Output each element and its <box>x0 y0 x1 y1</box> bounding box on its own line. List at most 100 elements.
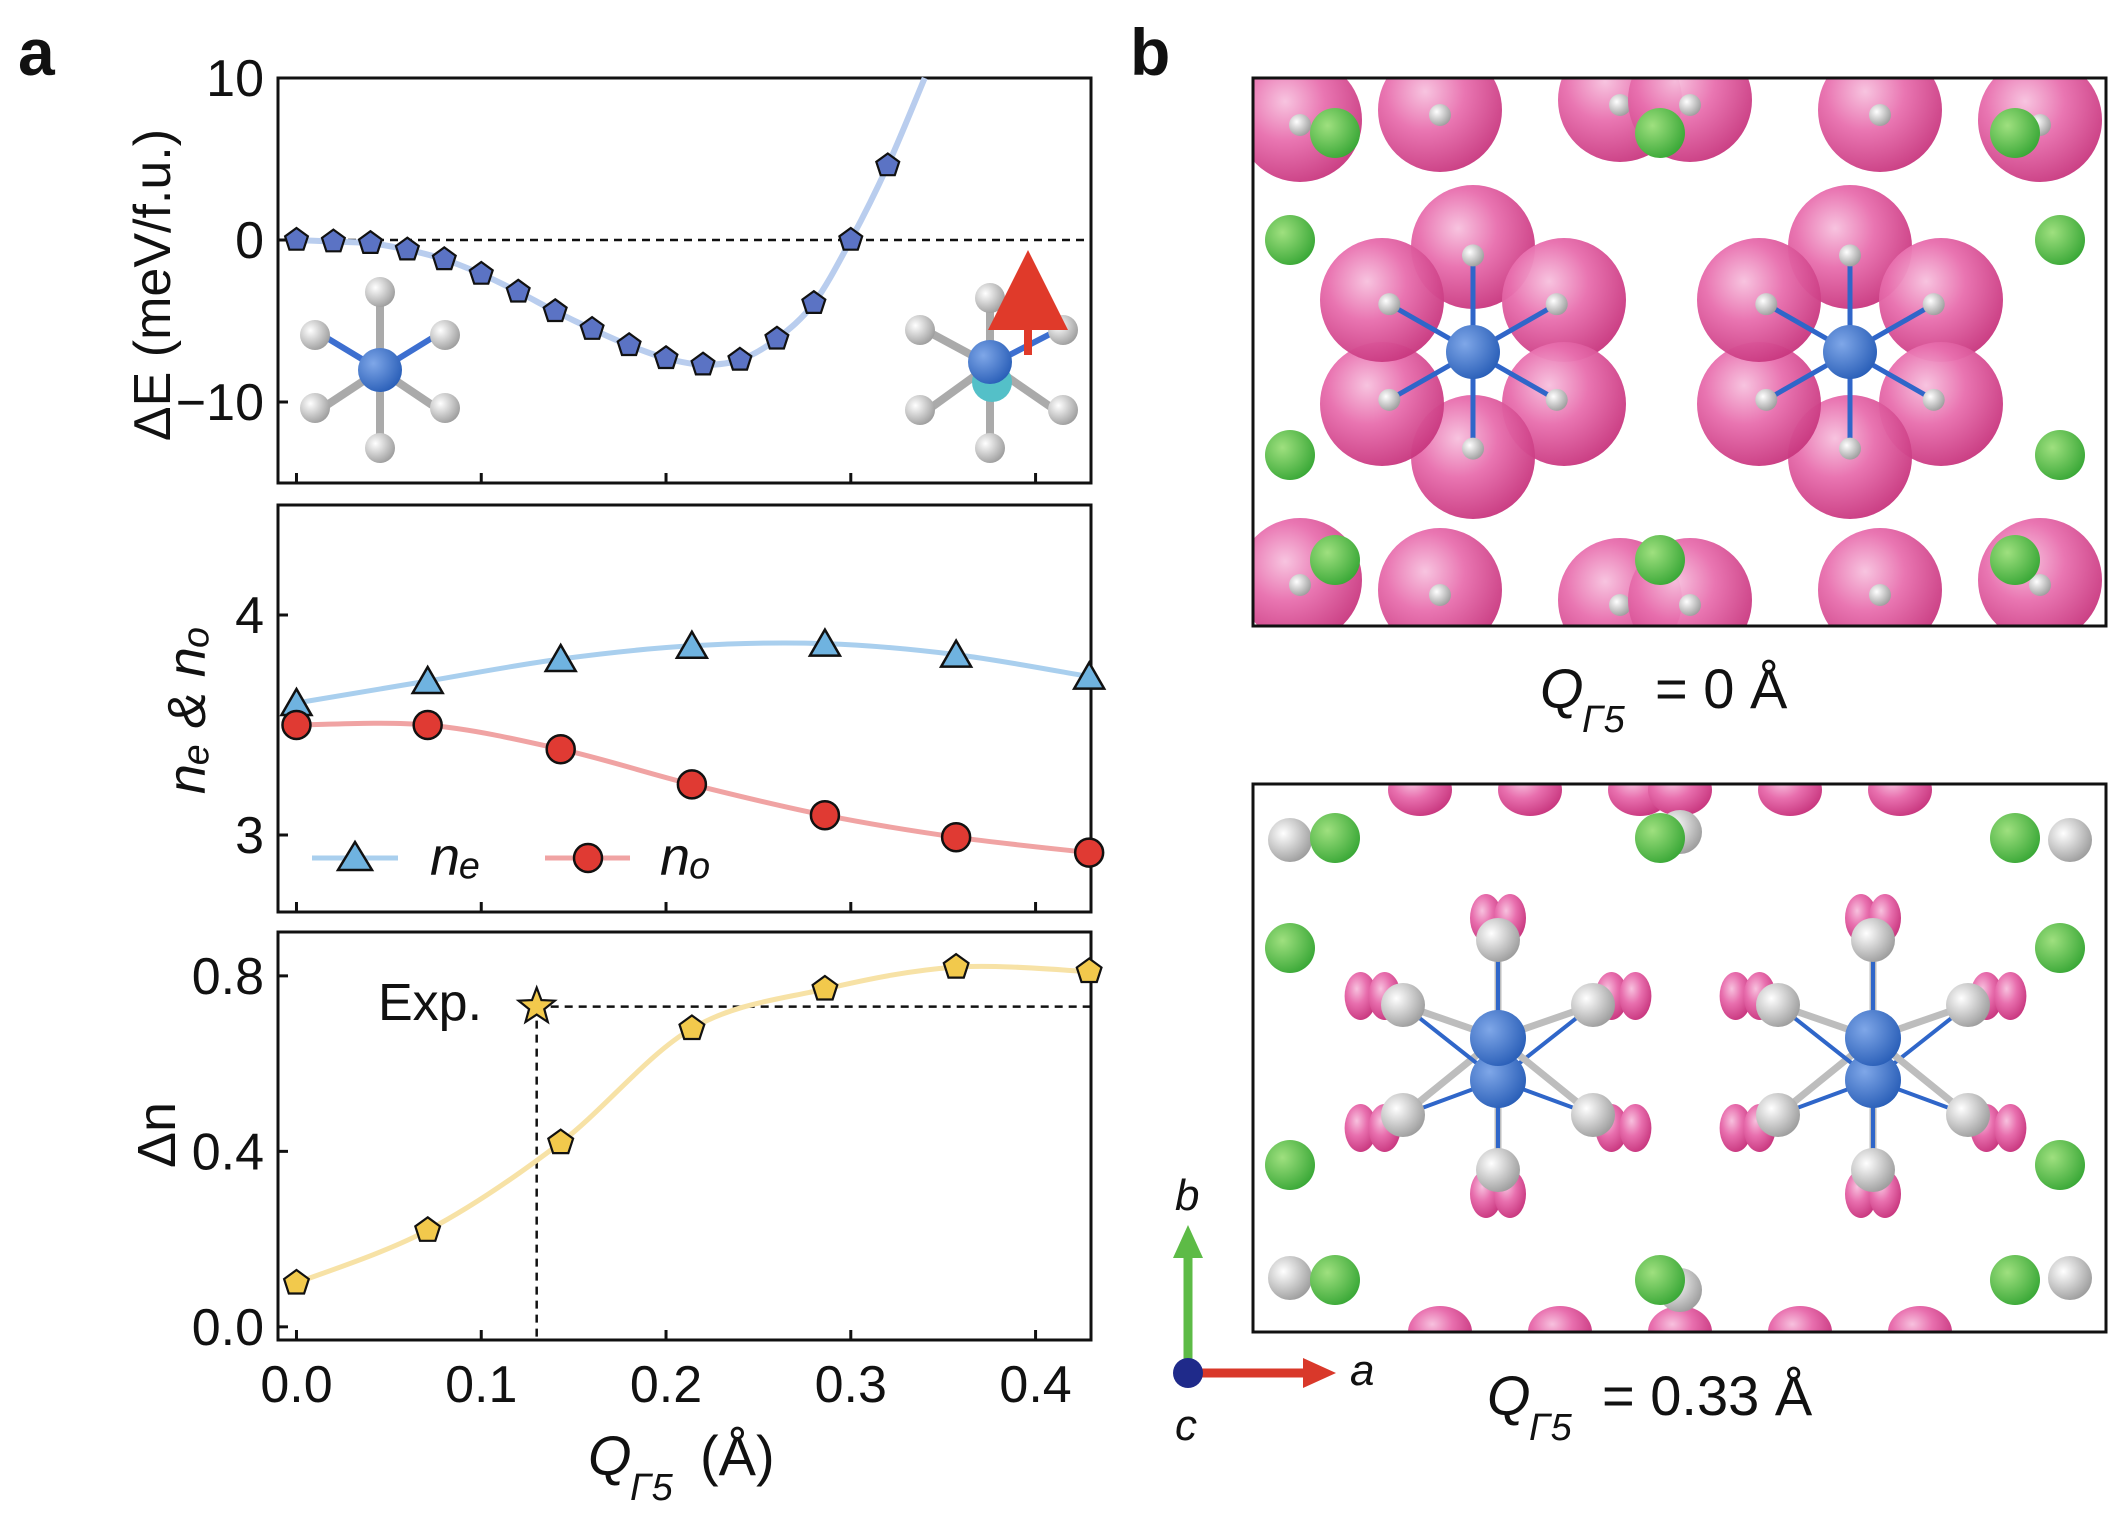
charge-lobe <box>1868 784 1932 816</box>
caption-bottom-sub: Γ5 <box>1529 1407 1573 1449</box>
ligand-atom <box>1922 293 1945 316</box>
charge-lobe <box>1719 1104 1752 1152</box>
green-atom <box>1310 813 1360 863</box>
green-atom <box>1635 108 1685 158</box>
axis-b-label: b <box>1175 1171 1199 1220</box>
green-atom <box>2035 215 2085 265</box>
ligand-atom <box>1289 574 1311 596</box>
charge-lobe <box>1344 1104 1377 1152</box>
metal-atom <box>1470 1010 1526 1066</box>
green-atom <box>1990 535 2040 585</box>
energy-point <box>875 152 901 177</box>
caption-bottom-main: Q <box>1487 1364 1531 1427</box>
charge-lobe <box>1388 784 1452 816</box>
no-point <box>412 709 443 741</box>
charge-lobe <box>1498 784 1562 816</box>
ligand-atom <box>1755 388 1778 411</box>
caption-bottom-value: = 0.33 Å <box>1602 1364 1813 1427</box>
inset-distorted-octahedron <box>905 250 1078 463</box>
charge-lobe <box>1408 1306 1472 1332</box>
green-atom <box>1635 813 1685 863</box>
ligand-atom <box>1922 388 1945 411</box>
ligand-atom <box>1869 104 1891 126</box>
charge-lobe <box>1619 972 1652 1020</box>
ligand-atom <box>1289 114 1311 136</box>
energy-curve <box>296 76 928 368</box>
ligand-atom <box>1476 1148 1520 1192</box>
y-tick-label: 4 <box>235 587 264 645</box>
green-atom <box>1990 813 2040 863</box>
ligand-atom <box>1462 437 1484 460</box>
green-atom <box>1635 1255 1685 1305</box>
green-atom <box>1990 1255 2040 1305</box>
ligand-atom <box>1378 293 1401 316</box>
exp-label: Exp. <box>378 974 482 1032</box>
y-tick-label: 0.8 <box>192 948 264 1006</box>
delta-n-point <box>282 1268 311 1295</box>
metal-atom <box>1823 325 1877 379</box>
panel-label-a: a <box>18 15 56 89</box>
energy-point <box>653 344 679 370</box>
metal-atom <box>1470 1052 1526 1108</box>
metal-atom <box>1446 325 1500 379</box>
metal-atom <box>1845 1010 1901 1066</box>
energy-point <box>394 236 421 261</box>
ne-point <box>938 638 974 668</box>
energy-point <box>320 228 347 253</box>
ligand-atom <box>1839 437 1861 460</box>
no-point <box>676 769 708 800</box>
crystal-axes: b a c <box>1173 1171 1374 1450</box>
energy-point <box>505 278 531 303</box>
delta-n-point <box>1075 957 1103 984</box>
charge-lobe <box>1888 1306 1952 1332</box>
chart-occupation: 4 3 nₑ & nₒ nₑ nₒ <box>157 503 1107 914</box>
chart-delta-n: 0.8 0.4 0.00.0 0.1 0.2 0.3 0.4 Δn Exp. Q Γ5 (Å… <box>127 930 1103 1509</box>
green-atom <box>2035 1140 2085 1190</box>
x-tick-label: 0.1 <box>445 1356 517 1414</box>
caption-top-sub: Γ5 <box>1582 699 1626 741</box>
frame-structure-bottom <box>1251 782 2108 1334</box>
y-tick-label: 0 <box>235 212 264 270</box>
charge-lobe <box>1758 784 1822 816</box>
caption-top: Q Γ5 = 0 Å <box>1540 657 1788 741</box>
ligand-atom <box>1476 918 1520 962</box>
charge-lobe <box>1719 972 1752 1020</box>
no-point <box>940 821 972 853</box>
exp-star <box>515 984 558 1025</box>
energy-point <box>357 229 384 254</box>
caption-top-main: Q <box>1540 657 1584 720</box>
delta-n-point <box>678 1014 706 1041</box>
ligand-atom <box>1946 983 1990 1027</box>
ligand-atom <box>1756 1093 1800 1137</box>
green-atom <box>1265 923 1315 973</box>
ligand-atom <box>1679 94 1701 116</box>
chart-energy: 10 0 −10 ΔE (meV/f.u.) <box>124 50 1093 485</box>
frame-occupation <box>276 503 1093 914</box>
charge-lobe <box>1994 972 2027 1020</box>
delta-n-point <box>547 1128 575 1155</box>
green-atom <box>1265 1140 1315 1190</box>
ligand-atom <box>1679 594 1701 616</box>
structure-top <box>1251 76 2108 628</box>
energy-point <box>579 315 605 340</box>
charge-lobe <box>1648 1306 1712 1332</box>
charge-lobe <box>1994 1104 2027 1152</box>
ligand-atom <box>1462 244 1484 267</box>
y-tick-label: −10 <box>176 374 264 432</box>
ligand-atom <box>1571 1093 1615 1137</box>
no-point <box>809 799 841 831</box>
green-atom <box>2035 923 2085 973</box>
ligand-atom <box>1545 293 1568 316</box>
axis-a-label: a <box>1350 1346 1374 1395</box>
charge-lobe <box>1378 528 1502 626</box>
ligand-atom <box>1571 983 1615 1027</box>
energy-point <box>838 226 864 251</box>
energy-point <box>801 289 827 314</box>
ne-point <box>674 629 710 660</box>
ligand-atom <box>2048 818 2092 862</box>
no-point <box>1073 837 1105 868</box>
ligand-atom <box>1609 94 1631 116</box>
ligand-atom <box>1381 1093 1425 1137</box>
ligand-atom <box>1545 388 1568 411</box>
